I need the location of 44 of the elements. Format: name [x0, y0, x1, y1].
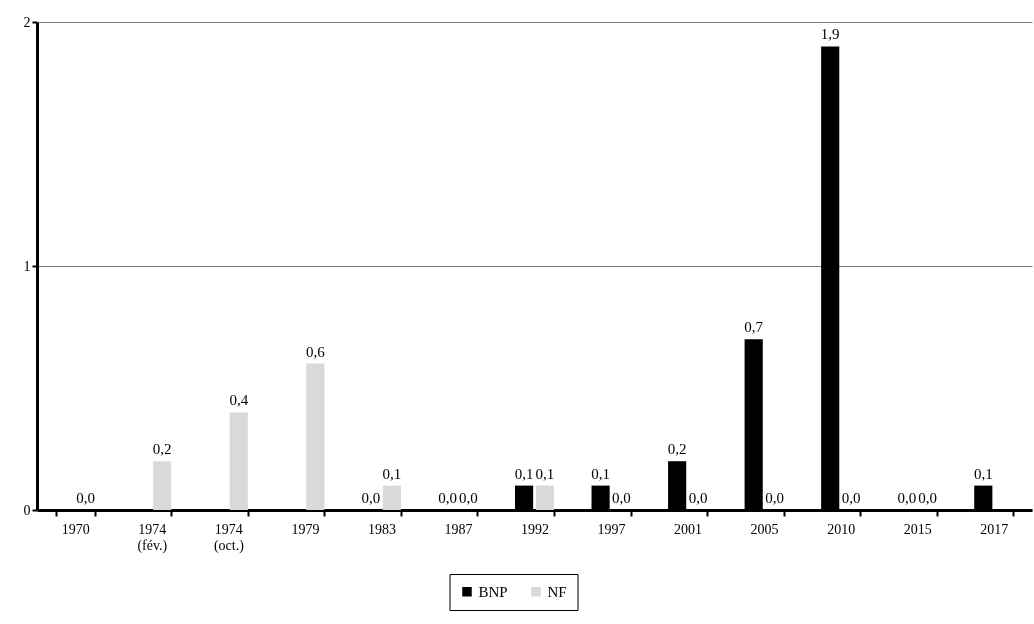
data-label: 0,1 [591, 465, 610, 482]
data-label: 0,0 [897, 490, 917, 506]
x-tick-label: 1974 (oct.) [213, 521, 245, 554]
x-tick-label: 1992 [521, 521, 549, 537]
data-label: 0,6 [305, 343, 326, 360]
data-label: 0,1 [535, 465, 555, 482]
legend-label: BNP [478, 583, 508, 600]
x-tick-label: 1983 [367, 521, 396, 537]
bar [153, 461, 172, 510]
legend-label: NF [547, 583, 567, 600]
data-label: 0,0 [459, 490, 478, 506]
x-tick-label: 1974 (fév.) [137, 521, 168, 554]
data-label: 1,9 [820, 26, 840, 43]
data-label: 0,2 [667, 441, 687, 458]
data-label: 0,0 [688, 490, 708, 506]
x-tick-label: 1970 [61, 521, 90, 537]
x-tick-label: 2015 [903, 521, 932, 537]
data-label: 0,0 [765, 490, 784, 506]
data-label: 0,7 [744, 319, 764, 336]
data-label: 0,1 [514, 465, 534, 482]
bar [535, 485, 555, 510]
data-label: 0,1 [382, 465, 402, 482]
data-label: 0,0 [612, 490, 631, 506]
bar [382, 485, 401, 510]
x-tick-label: 1997 [597, 521, 626, 537]
x-tick-label: 1979 [291, 521, 320, 537]
data-label: 0,0 [361, 490, 381, 506]
data-label: 0,1 [973, 465, 993, 482]
y-tick-label: 0 [23, 502, 31, 518]
x-tick-label: 1987 [444, 521, 473, 537]
bar [229, 412, 248, 510]
data-label: 0,2 [152, 441, 172, 458]
data-label: 0,0 [841, 490, 861, 506]
x-tick-label: 2005 [750, 521, 779, 537]
data-label: 0,0 [918, 490, 937, 506]
x-tick-label: 2017 [980, 521, 1009, 537]
x-tick-label: 2010 [827, 521, 856, 537]
data-label: 0,0 [438, 490, 457, 506]
data-label: 0,4 [229, 392, 249, 409]
y-tick-label: 1 [23, 258, 31, 274]
y-tick-label: 2 [23, 14, 31, 30]
data-label: 0,0 [76, 490, 96, 506]
bar [306, 363, 325, 510]
x-tick-label: 2001 [674, 521, 703, 537]
